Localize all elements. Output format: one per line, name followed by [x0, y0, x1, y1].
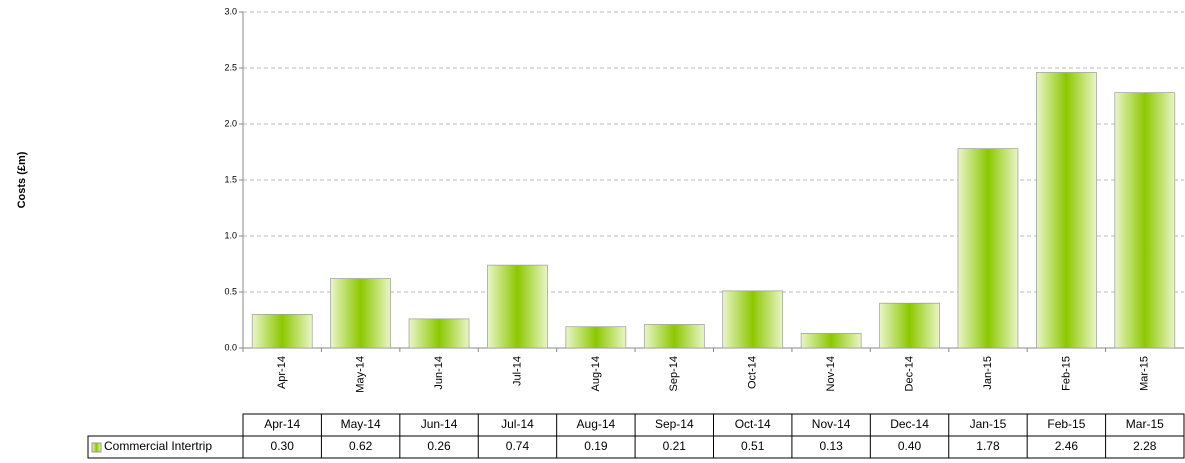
bar [487, 264, 548, 349]
table-header-cell: Nov-14 [812, 417, 851, 431]
bar [643, 324, 705, 349]
x-tick-label: Sep-14 [668, 356, 680, 391]
table-header-cell: May-14 [341, 417, 381, 431]
table-value-cell: 2.46 [1055, 439, 1079, 453]
y-tick-label: 2.5 [224, 62, 237, 72]
table-header-cell: Jan-15 [970, 417, 1007, 431]
table-border [87, 435, 1185, 459]
y-tick-label: 1.5 [224, 174, 237, 184]
table-value-cell: 2.28 [1133, 439, 1157, 453]
legend-swatch [91, 442, 102, 453]
table-header-cell: Mar-15 [1126, 417, 1164, 431]
table-header-cell: Jun-14 [421, 417, 458, 431]
bar [957, 148, 1019, 349]
table-header-cell: Jul-14 [501, 417, 534, 431]
table-value-cell: 0.21 [663, 439, 687, 453]
table-header-cell: Aug-14 [577, 417, 616, 431]
y-tick-label: 1.0 [224, 230, 237, 240]
bar [879, 302, 940, 349]
x-tick-label: Jan-15 [982, 356, 994, 390]
bar [1114, 92, 1176, 349]
bar [408, 318, 470, 349]
x-tick-label: Aug-14 [590, 356, 602, 391]
x-tick-label: Dec-14 [903, 356, 915, 391]
table-header-cell: Oct-14 [735, 417, 771, 431]
bar [330, 278, 391, 349]
table-value-cell: 0.51 [741, 439, 765, 453]
x-tick-label: Jun-14 [433, 356, 445, 390]
bar [800, 333, 862, 349]
bar [565, 326, 627, 349]
table-value-cell: 0.26 [427, 439, 451, 453]
x-tick-label: Feb-15 [1060, 356, 1072, 391]
table-value-cell: 0.62 [349, 439, 373, 453]
x-tick-label: Apr-14 [276, 356, 288, 389]
table-value-cell: 1.78 [976, 439, 1000, 453]
table-header-cell: Feb-15 [1047, 417, 1085, 431]
table-header-cell: Sep-14 [655, 417, 694, 431]
bar [251, 314, 313, 349]
table-value-cell: 0.13 [819, 439, 843, 453]
x-tick-label: Jul-14 [511, 356, 523, 386]
table-header-cell: Apr-14 [264, 417, 300, 431]
y-tick-label: 0.5 [224, 286, 237, 296]
x-tick-label: Oct-14 [747, 356, 759, 389]
x-tick-label: Nov-14 [825, 356, 837, 391]
table-value-cell: 0.30 [271, 439, 295, 453]
table-value-cell: 0.40 [898, 439, 922, 453]
y-tick-label: 2.0 [224, 118, 237, 128]
bar [1036, 72, 1097, 349]
table-value-cell: 0.74 [506, 439, 530, 453]
bar [722, 290, 784, 349]
y-tick-label: 3.0 [224, 6, 237, 16]
x-tick-label: Mar-15 [1139, 356, 1151, 391]
table-value-cell: 0.19 [584, 439, 608, 453]
y-axis-title: Costs (£m) [16, 151, 28, 208]
y-tick-label: 0.0 [224, 342, 237, 352]
legend-label: Commercial Intertrip [104, 439, 212, 453]
x-tick-label: May-14 [355, 356, 367, 393]
table-header-cell: Dec-14 [890, 417, 929, 431]
